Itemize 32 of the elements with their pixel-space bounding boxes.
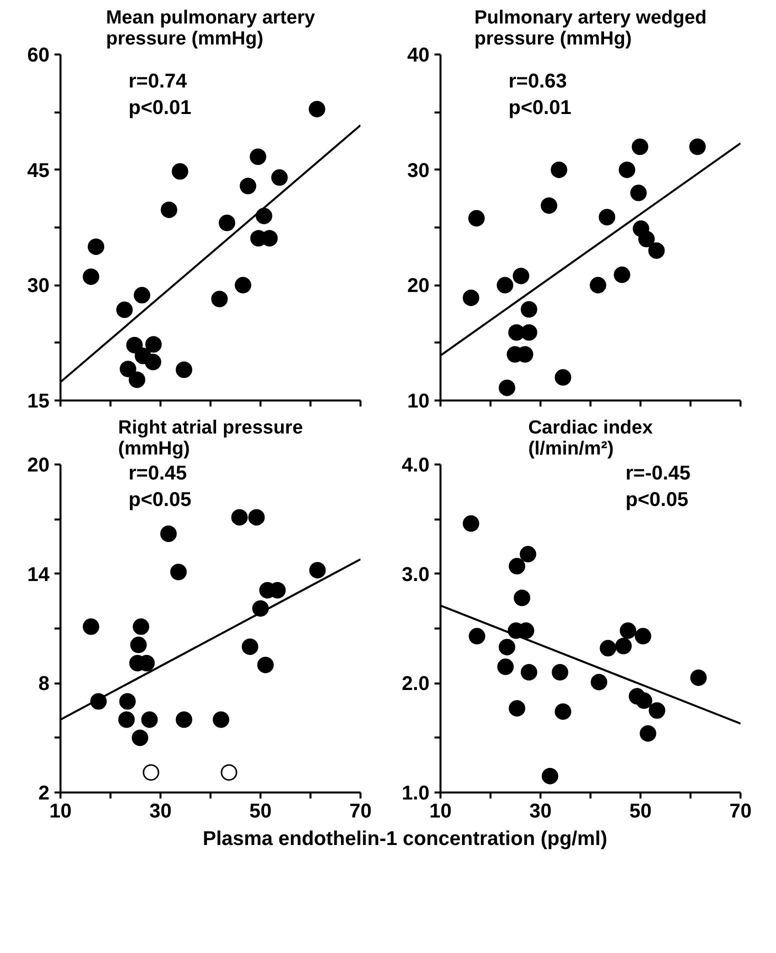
chart-title: Right atrial pressure (mmHg) bbox=[118, 418, 303, 460]
y-tick-label: 15 bbox=[27, 390, 50, 412]
y-tick-label: 60 bbox=[27, 44, 50, 66]
annotation: r=0.45 p<0.05 bbox=[128, 462, 192, 511]
x-tick-label: 70 bbox=[729, 800, 752, 822]
chart-title: Cardiac index (l/min/m²) bbox=[528, 418, 654, 460]
x-tick-label: 70 bbox=[349, 800, 372, 822]
y-tick-label: 1.0 bbox=[402, 782, 430, 804]
y-tick-label: 10 bbox=[407, 390, 430, 412]
y-tick-label: 2.0 bbox=[402, 673, 430, 696]
chart-title: Mean pulmonary artery pressure (mmHg) bbox=[106, 8, 316, 50]
y-tick-label: 8 bbox=[38, 673, 50, 696]
y-tick-label: 30 bbox=[407, 160, 430, 182]
x-tick-label: 10 bbox=[429, 800, 452, 822]
annotation: r=0.63 p<0.01 bbox=[508, 70, 572, 119]
y-tick-label: 40 bbox=[407, 44, 430, 66]
chart-title: Pulmonary artery wedged pressure (mmHg) bbox=[474, 8, 707, 50]
y-tick-label: 30 bbox=[27, 275, 50, 298]
y-tick-label: 3.0 bbox=[402, 564, 430, 586]
y-tick-label: 20 bbox=[407, 275, 430, 298]
annotation: r=-0.45 p<0.05 bbox=[626, 462, 691, 511]
y-tick-label: 4.0 bbox=[402, 454, 430, 476]
x-tick-label: 30 bbox=[529, 800, 552, 822]
x-tick-label: 50 bbox=[249, 800, 272, 822]
x-tick-label: 50 bbox=[629, 800, 652, 822]
y-tick-label: 20 bbox=[27, 454, 50, 476]
y-tick-label: 45 bbox=[27, 160, 50, 182]
annotation: r=0.74 p<0.01 bbox=[128, 70, 192, 119]
y-tick-label: 14 bbox=[27, 564, 50, 586]
x-axis-title: Plasma endothelin-1 concentration (pg/ml) bbox=[202, 827, 608, 852]
y-tick-label: 2 bbox=[38, 782, 50, 804]
x-tick-label: 30 bbox=[149, 800, 172, 822]
